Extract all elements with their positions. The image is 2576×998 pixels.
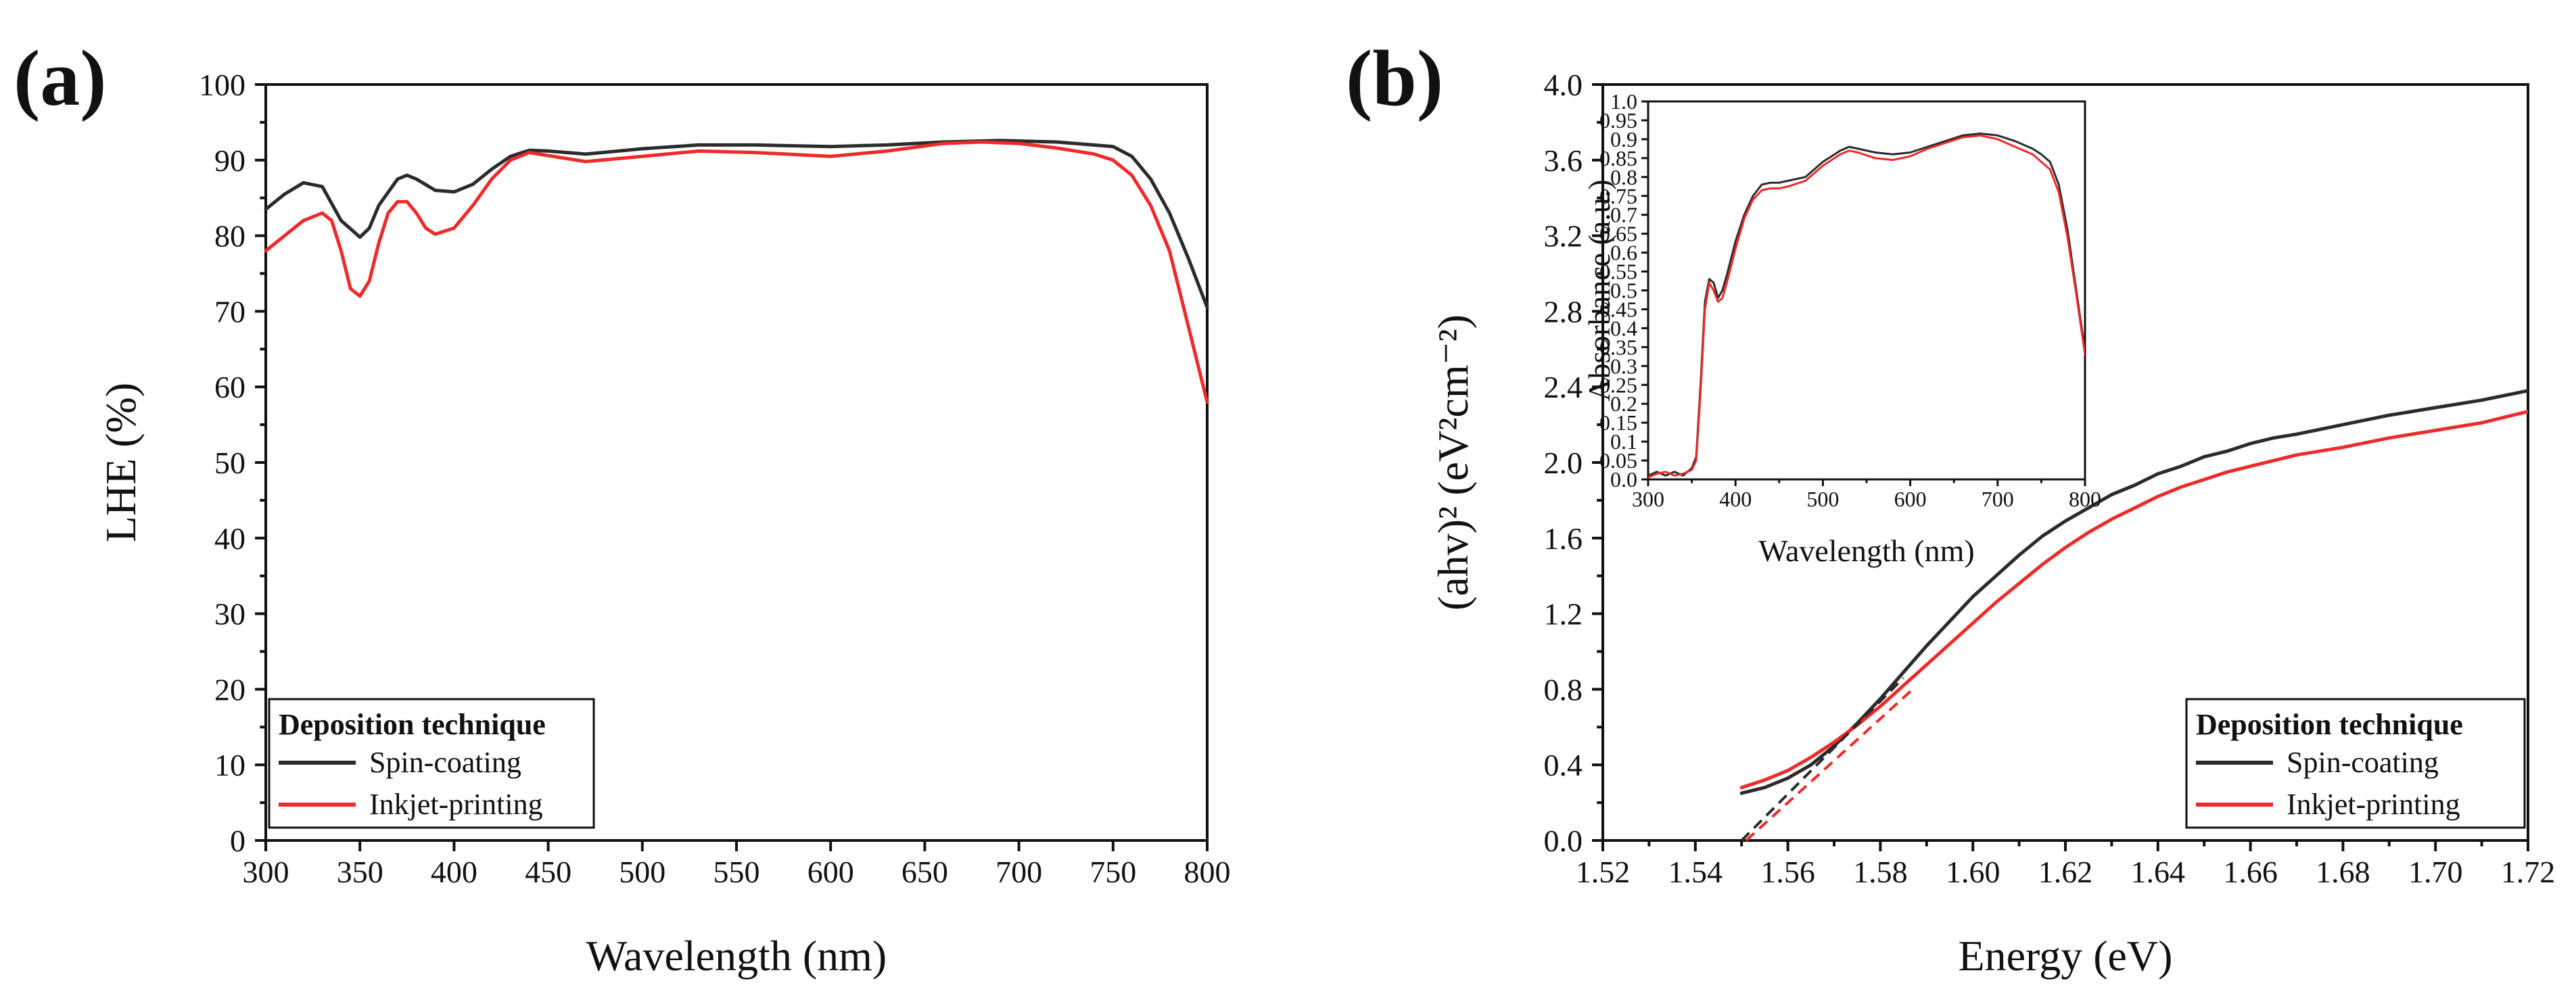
panel-a-y-tick-label: 60	[214, 370, 245, 404]
panel-b-y-tick-label: 2.8	[1544, 294, 1583, 329]
panel-b-y-axis-label: (ahv)² (eV²cm⁻²)	[1429, 314, 1477, 611]
panel-a-series-spin-coating	[264, 139, 1209, 310]
inset-y-tick-label: 0.65	[1599, 222, 1637, 246]
inset-y-tick-label: 0.85	[1599, 146, 1637, 170]
panel-a-x-tick-label: 500	[619, 855, 665, 889]
panel-a-y-tick-label: 90	[214, 143, 245, 178]
panel-b-y-tick-label: 1.6	[1544, 521, 1583, 556]
panel-b-y-tick-label: 1.2	[1544, 597, 1583, 632]
panel-b-x-tick-label: 1.66	[2223, 855, 2278, 889]
panel-b-label: (b)	[1346, 34, 1443, 122]
panel-b-y-tick-label: 3.2	[1544, 219, 1583, 254]
inset-y-axis-label: Absorbance (a.u.)	[1582, 179, 1616, 401]
panel-a-x-axis-label: Wavelength (nm)	[586, 932, 887, 980]
panel-b-x-tick-label: 1.62	[2038, 855, 2093, 889]
panel-a-series-inkjet-printing	[264, 140, 1209, 404]
inset-y-tick-label: 0.95	[1599, 108, 1637, 133]
panel-b-inset: 300 400 500 600 700 8000.00.050.10.150.20.250…	[1582, 89, 2101, 568]
inset-x-tick-label: 300	[1632, 487, 1664, 511]
panel-b-x-axis-label: Energy (eV)	[1959, 932, 2173, 980]
panel-b-x-tick-label: 1.60	[1946, 855, 2000, 889]
panel-b-y-tick-label: 2.4	[1544, 370, 1583, 404]
inset-y-tick-label: 0.0	[1610, 467, 1637, 492]
panel-b-y-tick-label: 3.6	[1544, 143, 1583, 178]
panel-b-legend-title: Deposition technique	[2196, 708, 2463, 741]
panel-a-label: (a)	[14, 34, 107, 122]
panel-a-legend-label: Spin-coating	[369, 746, 521, 779]
inset-y-tick-label: 0.1	[1610, 429, 1637, 454]
inset-y-tick-label: 0.05	[1599, 448, 1637, 473]
inset-y-tick-label: 0.6	[1610, 241, 1637, 265]
panel-b-fit-line	[1740, 677, 1905, 842]
inset-background	[1648, 101, 2085, 479]
panel-a-y-tick-label: 10	[214, 748, 245, 782]
inset-y-tick-label: 0.25	[1599, 373, 1637, 397]
panel-b-x-tick-label: 1.70	[2408, 855, 2463, 889]
panel-a-x-tick-label: 550	[713, 855, 760, 889]
inset-y-tick-label: 0.35	[1599, 335, 1637, 359]
panel-b-x-tick-label: 1.56	[1760, 855, 1815, 889]
panel-a-y-tick-label: 70	[214, 294, 245, 329]
inset-y-tick-label: 0.2	[1610, 391, 1637, 416]
panel-b-legend: Deposition technique Spin-coating Inkjet-p…	[2185, 698, 2526, 829]
panel-a-y-tick-label: 50	[214, 446, 245, 480]
panel-a-y-tick-label: 80	[214, 219, 245, 254]
panel-a-x-tick-label: 800	[1184, 855, 1231, 889]
panel-a-x-tick-label: 600	[807, 855, 854, 889]
panel-b-y-tick-label: 0.4	[1544, 748, 1583, 782]
panel-a-x-tick-label: 300	[243, 855, 289, 889]
panel-a-legend-title: Deposition technique	[279, 708, 546, 741]
panel-b: (b) 1.52 1.54 1.56 1.58 1.60 1.62 1.64 1.66 1.68…	[1346, 34, 2555, 980]
panel-a-y-tick-label: 20	[214, 672, 245, 707]
panel-b-y-tick-label: 0.0	[1544, 824, 1583, 858]
inset-x-tick-label: 800	[2069, 487, 2101, 511]
panel-a-x-tick-label: 700	[996, 855, 1042, 889]
panel-a-legend-label: Inkjet-printing	[369, 788, 543, 821]
panel-a-x-tick-label: 400	[431, 855, 477, 889]
panel-b-fit-line	[1745, 688, 1914, 842]
panel-b-x-tick-label: 1.68	[2316, 855, 2370, 889]
inset-y-tick-label: 0.55	[1599, 260, 1637, 284]
inset-y-tick-label: 0.9	[1610, 127, 1637, 151]
panel-b-x-tick-label: 1.52	[1576, 855, 1631, 889]
inset-y-tick-label: 1.0	[1610, 89, 1637, 114]
inset-x-tick-label: 600	[1894, 487, 1927, 511]
panel-a-x-tick-label: 650	[901, 855, 948, 889]
inset-y-tick-label: 0.75	[1599, 184, 1637, 208]
panel-b-legend-label: Spin-coating	[2287, 746, 2439, 779]
inset-x-axis-label: Wavelength (nm)	[1758, 533, 1974, 568]
panel-a-y-tick-label: 100	[199, 68, 245, 102]
inset-y-tick-label: 0.15	[1599, 410, 1637, 435]
inset-x-tick-label: 700	[1982, 487, 2014, 511]
panel-b-y-tick-label: 2.0	[1544, 446, 1583, 480]
inset-x-tick-label: 400	[1719, 487, 1752, 511]
panel-b-y-tick-label: 0.8	[1544, 672, 1583, 707]
panel-a-y-axis-label: LHE (%)	[97, 383, 145, 542]
panel-a-x-tick-label: 750	[1090, 855, 1136, 889]
panel-a-x-tick-label: 450	[525, 855, 571, 889]
inset-y-tick-label: 0.8	[1610, 165, 1637, 189]
panel-b-legend-label: Inkjet-printing	[2287, 788, 2460, 821]
panel-a-y-tick-label: 30	[214, 597, 245, 632]
panel-b-x-tick-label: 1.58	[1853, 855, 1908, 889]
inset-y-tick-label: 0.4	[1610, 316, 1637, 340]
inset-y-tick-label: 0.7	[1610, 203, 1637, 227]
panel-b-x-tick-label: 1.64	[2131, 855, 2186, 889]
inset-x-tick-label: 500	[1806, 487, 1839, 511]
panel-b-y-tick-label: 4.0	[1544, 68, 1583, 102]
inset-series-inkjet-printing	[1648, 134, 2085, 479]
panel-a-x-tick-label: 350	[337, 855, 383, 889]
panel-a-y-tick-label: 40	[214, 521, 245, 556]
inset-y-tick-label: 0.45	[1599, 297, 1637, 321]
inset-y-tick-label: 0.3	[1610, 354, 1637, 378]
panel-b-x-tick-label: 1.54	[1668, 855, 1723, 889]
panel-a-legend: Deposition technique Spin-coating Inkjet-p…	[268, 698, 595, 829]
panel-a-y-tick-label: 0	[230, 824, 245, 858]
inset-y-tick-label: 0.5	[1610, 279, 1637, 303]
panel-a: (a) 300 350 400 450 500 550 600 650 700 750 800 0 10…	[14, 34, 1231, 980]
panel-b-x-tick-label: 1.72	[2501, 855, 2556, 889]
